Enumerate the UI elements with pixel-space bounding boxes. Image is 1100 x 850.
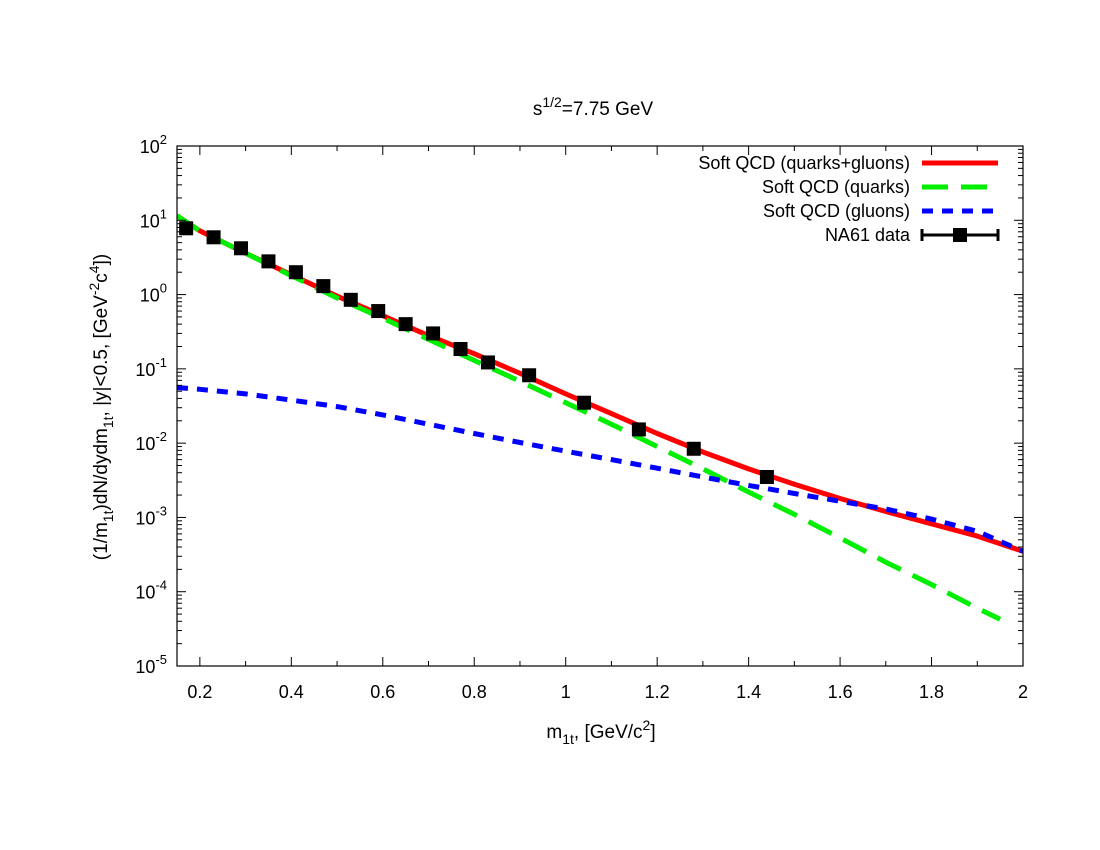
x-tick-label: 1.2 [645, 682, 670, 702]
x-tick-label: 0.4 [279, 682, 304, 702]
data-point [261, 254, 276, 269]
data-point [759, 470, 774, 485]
x-tick-label: 1 [561, 682, 571, 702]
title-rest: =7.75 GeV [562, 99, 654, 120]
data-point [343, 292, 358, 307]
data-point [179, 221, 194, 236]
xlabel-b-sup: 2 [643, 717, 651, 733]
data-point [398, 317, 413, 332]
data-point [234, 241, 249, 256]
legend-label: NA61 data [825, 225, 911, 245]
data-point [576, 395, 591, 410]
ylabel-s2: 1t [100, 416, 116, 428]
ylabel-p2: )dN/dydm [91, 428, 112, 510]
legend-label: Soft QCD (quarks+gluons) [698, 153, 910, 173]
data-point [371, 304, 386, 319]
y-axis-title: (1/m1t)dN/dydm1t, |y|<0.5, [GeV-2c4]) [86, 254, 116, 560]
data-point [686, 441, 701, 456]
data-point [316, 279, 331, 294]
data-point [522, 368, 537, 383]
ylabel-p3: , |y|<0.5, [GeV [91, 295, 112, 417]
y-tick-label: 10-4 [135, 578, 167, 603]
ylabel-p5: ]) [91, 254, 112, 266]
y-tick-label: 10-1 [135, 355, 167, 380]
legend: Soft QCD (quarks+gluons) Soft QCD (quarks… [698, 153, 1000, 245]
legend-label: Soft QCD (gluons) [763, 201, 910, 221]
xlabel-a: m [546, 722, 562, 743]
y-tick-label: 10-2 [135, 429, 167, 454]
plot-frame [176, 145, 1024, 667]
xlabel-a-sub: 1t [562, 731, 574, 747]
series-line-2 [177, 385, 1023, 554]
xlabel-c: ] [650, 722, 655, 743]
x-tick-label: 0.6 [370, 682, 395, 702]
y-tick-label: 10-3 [135, 503, 167, 528]
x-tick-label: 1.6 [828, 682, 853, 702]
chart-title: s1/2=7.75 GeV [533, 94, 654, 120]
y-tick-label: 10-5 [135, 652, 167, 677]
ylabel-p4: c [91, 273, 112, 283]
x-tick-label: 2 [1018, 682, 1028, 702]
series-line-1 [177, 213, 1002, 622]
xlabel-b: , [GeV/c [574, 722, 643, 743]
title-sup: 1/2 [542, 94, 562, 110]
data-point [206, 230, 221, 245]
data-point [426, 326, 441, 341]
x-tick-label: 0.2 [187, 682, 212, 702]
legend-swatch-marker [953, 228, 967, 242]
plot-marks [177, 213, 1023, 622]
data-point [631, 422, 646, 437]
x-tick-label: 1.8 [919, 682, 944, 702]
y-tick-label: 102 [140, 132, 167, 157]
data-point [288, 265, 303, 280]
y-tick-label: 100 [140, 281, 167, 306]
ylabel-s1: 1t [100, 510, 116, 522]
title-base: s [533, 99, 543, 120]
data-point [480, 355, 495, 370]
x-axis-title: m1t, [GeV/c2] [546, 717, 655, 747]
legend-label: Soft QCD (quarks) [762, 177, 910, 197]
ylabel-p1: (1/m [91, 522, 112, 560]
data-point [453, 342, 468, 357]
series-line-0 [177, 213, 1023, 554]
ylabel-s4: 4 [86, 265, 102, 273]
ylabel-s3: -2 [86, 283, 102, 296]
x-tick-label: 0.8 [462, 682, 487, 702]
y-tick-label: 101 [140, 206, 167, 231]
axis-ticks: 0.2 0.4 0.6 0.8 1 1.2 1.4 1.6 1.8 2 102 101 100 10-1 1… [135, 132, 1028, 702]
x-tick-label: 1.4 [736, 682, 761, 702]
